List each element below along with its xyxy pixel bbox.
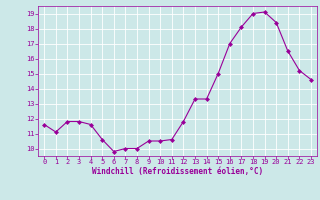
X-axis label: Windchill (Refroidissement éolien,°C): Windchill (Refroidissement éolien,°C) (92, 167, 263, 176)
